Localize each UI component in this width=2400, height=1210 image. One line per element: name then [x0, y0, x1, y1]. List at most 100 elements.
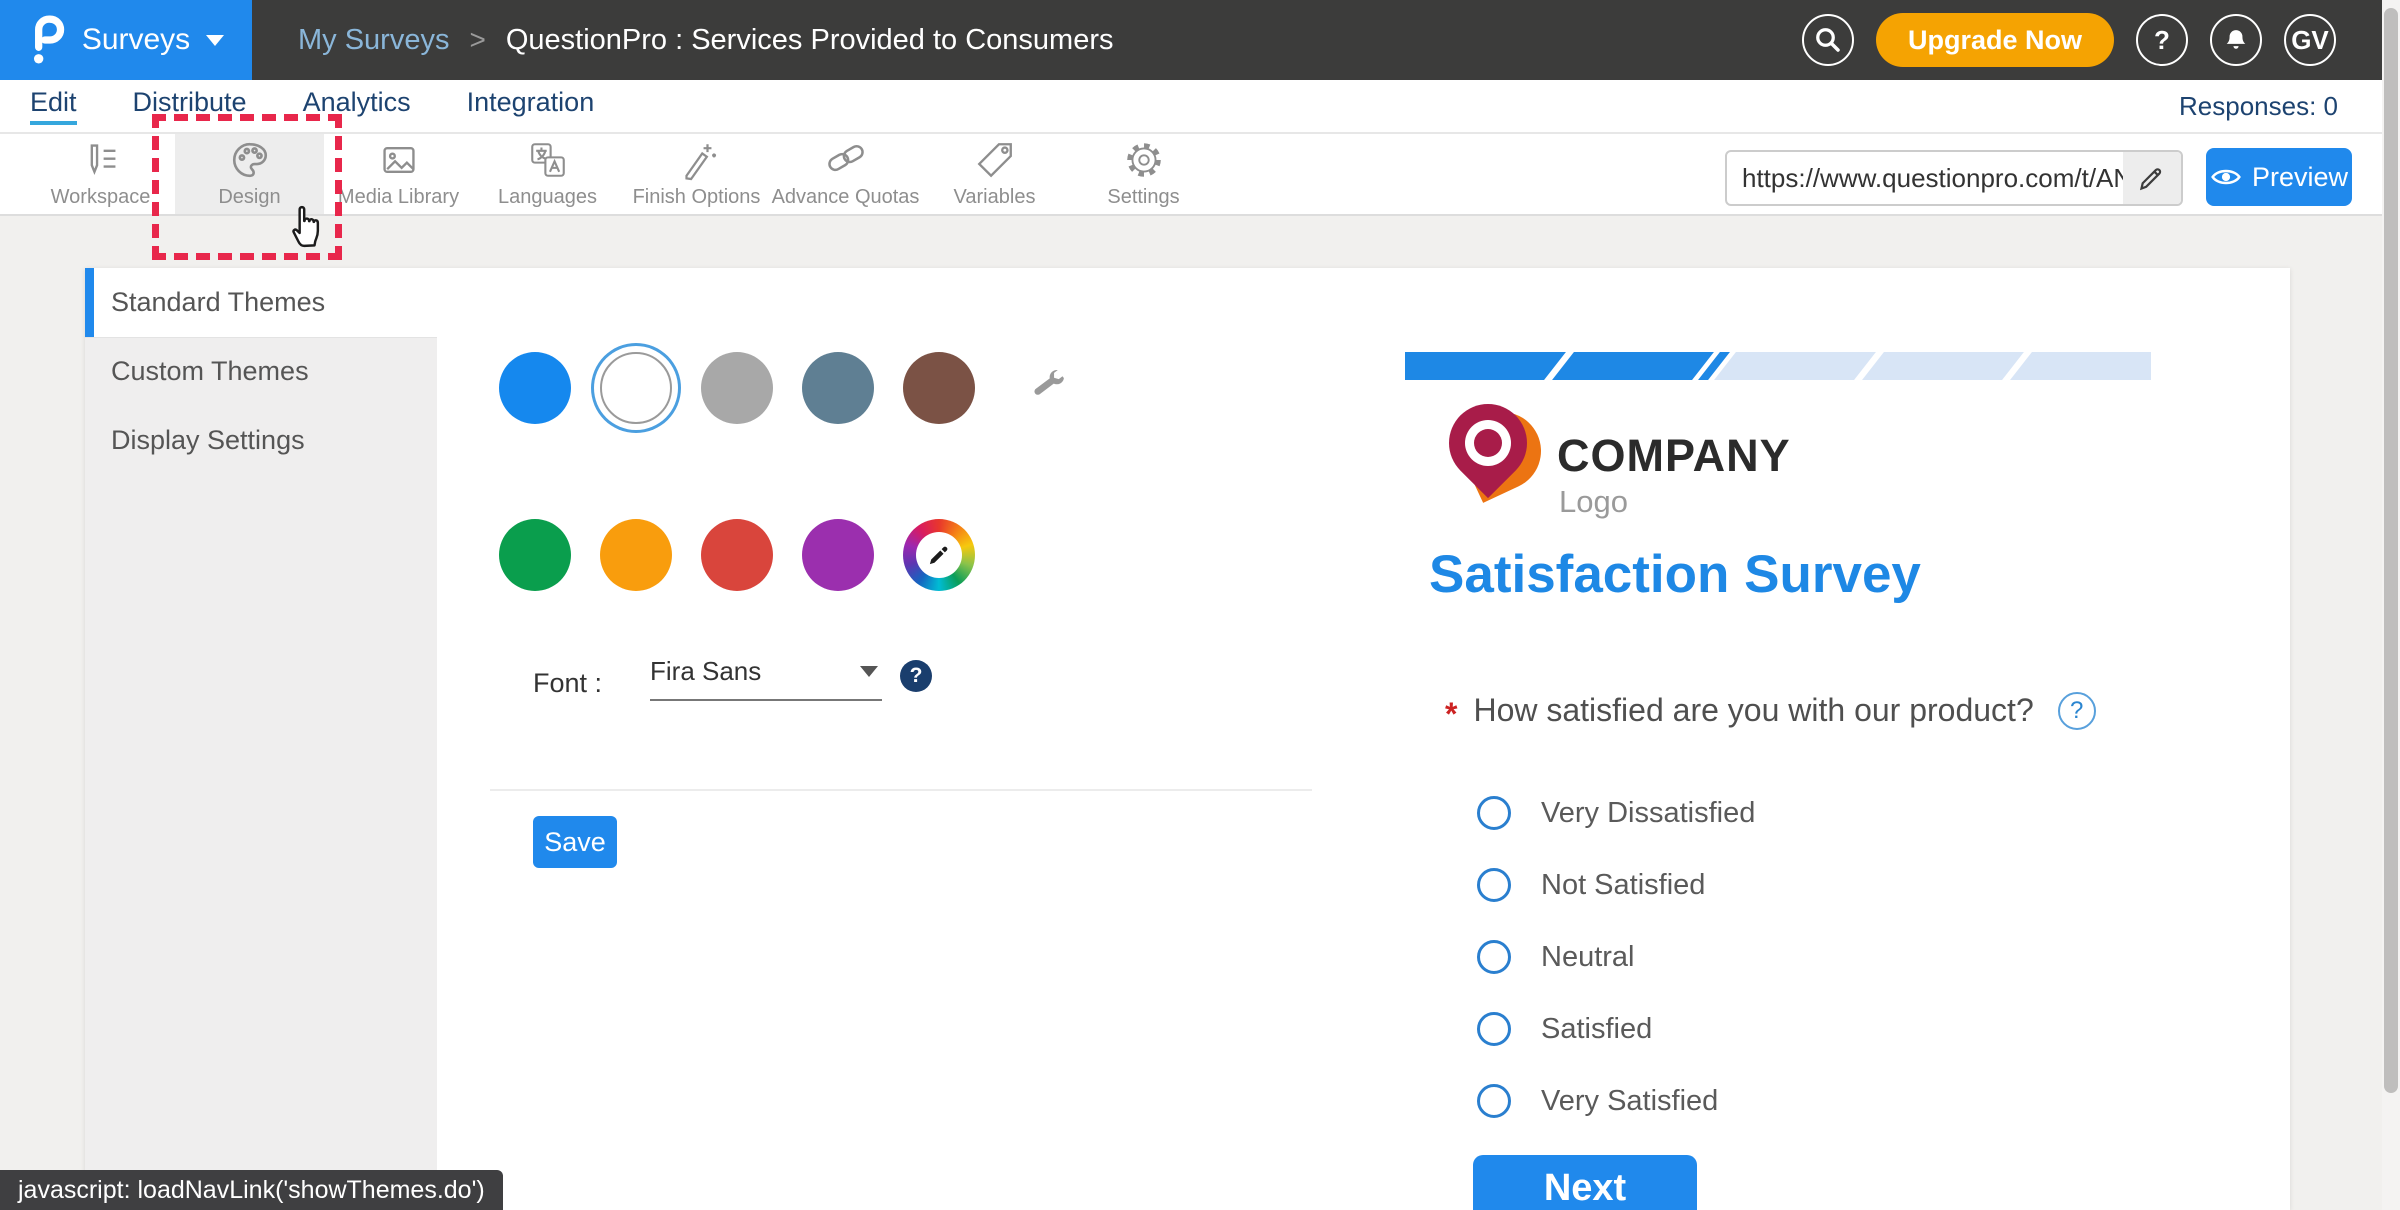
notifications-button[interactable] [2210, 14, 2262, 66]
chevron-down-icon [860, 666, 878, 677]
option-not-satisfied[interactable]: Not Satisfied [1477, 849, 1755, 921]
radio-button[interactable] [1477, 796, 1511, 830]
option-very-satisfied[interactable]: Very Satisfied [1477, 1065, 1755, 1137]
toolbar-item-design[interactable]: Design [175, 134, 324, 214]
survey-progress-band [1405, 352, 2151, 380]
bell-icon [2226, 30, 2246, 49]
answer-options: Very Dissatisfied Not Satisfied Neutral … [1477, 777, 1755, 1137]
responses-count: Responses: 0 [2179, 90, 2338, 121]
toolbar-item-languages[interactable]: Languages [473, 134, 622, 214]
design-palette-icon [232, 142, 267, 178]
company-logo-subtext: Logo [1559, 484, 1628, 519]
survey-preview-title: Satisfaction Survey [1429, 545, 1921, 604]
page-scrollbar-thumb[interactable] [2384, 8, 2398, 1093]
edit-nav-bar: Edit Distribute Analytics Integration Re… [0, 80, 2400, 134]
page-scrollbar[interactable] [2382, 0, 2400, 1210]
tab-distribute[interactable]: Distribute [132, 87, 247, 117]
design-panel: Standard Themes Custom Themes Display Se… [85, 268, 2290, 1210]
design-highlight-box [152, 114, 342, 260]
swatch-red[interactable] [701, 519, 773, 591]
swatch-blue[interactable] [499, 352, 571, 424]
radio-button[interactable] [1477, 1012, 1511, 1046]
swatch-slate[interactable] [802, 352, 874, 424]
help-button[interactable]: ? [2136, 14, 2188, 66]
custom-color-picker[interactable] [903, 519, 975, 591]
toolbar-label: Media Library [337, 186, 460, 208]
toolbar-item-media-library[interactable]: Media Library [324, 134, 473, 214]
radio-button[interactable] [1477, 940, 1511, 974]
option-label: Satisfied [1541, 1012, 1653, 1045]
languages-icon [530, 143, 565, 177]
font-label: Font : [533, 668, 603, 698]
swatch-orange[interactable] [600, 519, 672, 591]
workspace-icon [90, 144, 115, 175]
section-divider [490, 789, 1312, 791]
sidebar-item-custom-themes[interactable]: Custom Themes [111, 356, 309, 386]
wrench-icon [1034, 369, 1064, 395]
theme-editor: Font : Fira Sans ? Save COMPANY Logo Sat… [437, 268, 2290, 1210]
swatch-gray[interactable] [701, 352, 773, 424]
settings-gear-icon [1126, 143, 1161, 177]
toolbar-item-settings[interactable]: Settings [1069, 134, 1218, 214]
surveys-menu[interactable]: Surveys [0, 0, 252, 80]
save-button[interactable]: Save [533, 816, 617, 868]
tab-integration[interactable]: Integration [466, 87, 595, 117]
edit-url-button[interactable] [2123, 152, 2181, 204]
option-neutral[interactable]: Neutral [1477, 921, 1755, 993]
tab-edit[interactable]: Edit [30, 87, 77, 125]
toolbar-label: Variables [953, 186, 1036, 208]
company-logo-text: COMPANY [1557, 430, 1791, 481]
question-help-icon[interactable]: ? [2057, 691, 2096, 730]
questionpro-logo-icon [33, 15, 64, 64]
survey-url-value[interactable]: https://www.questionpro.com/t/ANyX3Z [1742, 163, 2123, 193]
toolbar-item-advance-quotas[interactable]: Advance Quotas [771, 134, 920, 214]
swatch-purple[interactable] [802, 519, 874, 591]
swatch-green[interactable] [499, 519, 571, 591]
design-sidebar: Standard Themes Custom Themes Display Se… [85, 268, 437, 1210]
status-bar-link-preview: javascript: loadNavLink('showThemes.do') [0, 1170, 503, 1210]
toolbar-label: Languages [498, 186, 597, 208]
theme-color-row-2 [499, 519, 975, 591]
theme-color-row-1 [499, 352, 1068, 424]
question-mark-icon: ? [2154, 24, 2170, 55]
breadcrumb-my-surveys[interactable]: My Surveys [298, 23, 450, 56]
toolbar-label: Settings [1107, 186, 1180, 208]
toolbar-label: Advance Quotas [771, 186, 920, 208]
option-label: Very Dissatisfied [1541, 796, 1756, 829]
toolbar-item-workspace[interactable]: Workspace [26, 134, 175, 214]
customize-theme-button[interactable] [1028, 366, 1068, 411]
breadcrumb-separator: > [469, 24, 486, 55]
swatch-white-selected[interactable] [600, 352, 672, 424]
company-logo-pin-icon [1432, 387, 1554, 520]
preview-label: Preview [2251, 161, 2349, 192]
media-library-icon [382, 147, 415, 173]
font-dropdown[interactable]: Fira Sans [650, 656, 882, 701]
avatar-initials: GV [2291, 24, 2329, 55]
sidebar-item-standard-themes[interactable]: Standard Themes [85, 268, 437, 337]
toolbar-label: Design [218, 186, 281, 208]
upgrade-now-button[interactable]: Upgrade Now [1875, 13, 2114, 67]
font-dropdown-value: Fira Sans [650, 656, 762, 686]
radio-button[interactable] [1477, 868, 1511, 902]
tab-analytics[interactable]: Analytics [302, 87, 411, 117]
next-button[interactable]: Next [1473, 1155, 1697, 1210]
swatch-brown[interactable] [903, 352, 975, 424]
app-name: Surveys [81, 23, 191, 56]
mouse-cursor-icon [286, 200, 328, 253]
option-label: Very Satisfied [1541, 1084, 1719, 1117]
chevron-down-icon [206, 34, 225, 46]
preview-button[interactable]: Preview [2206, 148, 2352, 206]
option-very-dissatisfied[interactable]: Very Dissatisfied [1477, 777, 1755, 849]
option-satisfied[interactable]: Satisfied [1477, 993, 1755, 1065]
question-text: How satisfied are you with our product? [1473, 692, 2034, 728]
variables-tag-icon [977, 143, 1012, 178]
search-button[interactable] [1801, 14, 1854, 66]
avatar[interactable]: GV [2284, 14, 2336, 66]
toolbar-item-finish-options[interactable]: Finish Options [622, 134, 771, 214]
radio-button[interactable] [1477, 1084, 1511, 1118]
option-label: Not Satisfied [1541, 868, 1706, 901]
sidebar-item-display-settings[interactable]: Display Settings [111, 425, 305, 455]
survey-url-field[interactable]: https://www.questionpro.com/t/ANyX3Z [1725, 150, 2183, 206]
toolbar-item-variables[interactable]: Variables [920, 134, 1069, 214]
font-help-icon[interactable]: ? [900, 660, 932, 692]
